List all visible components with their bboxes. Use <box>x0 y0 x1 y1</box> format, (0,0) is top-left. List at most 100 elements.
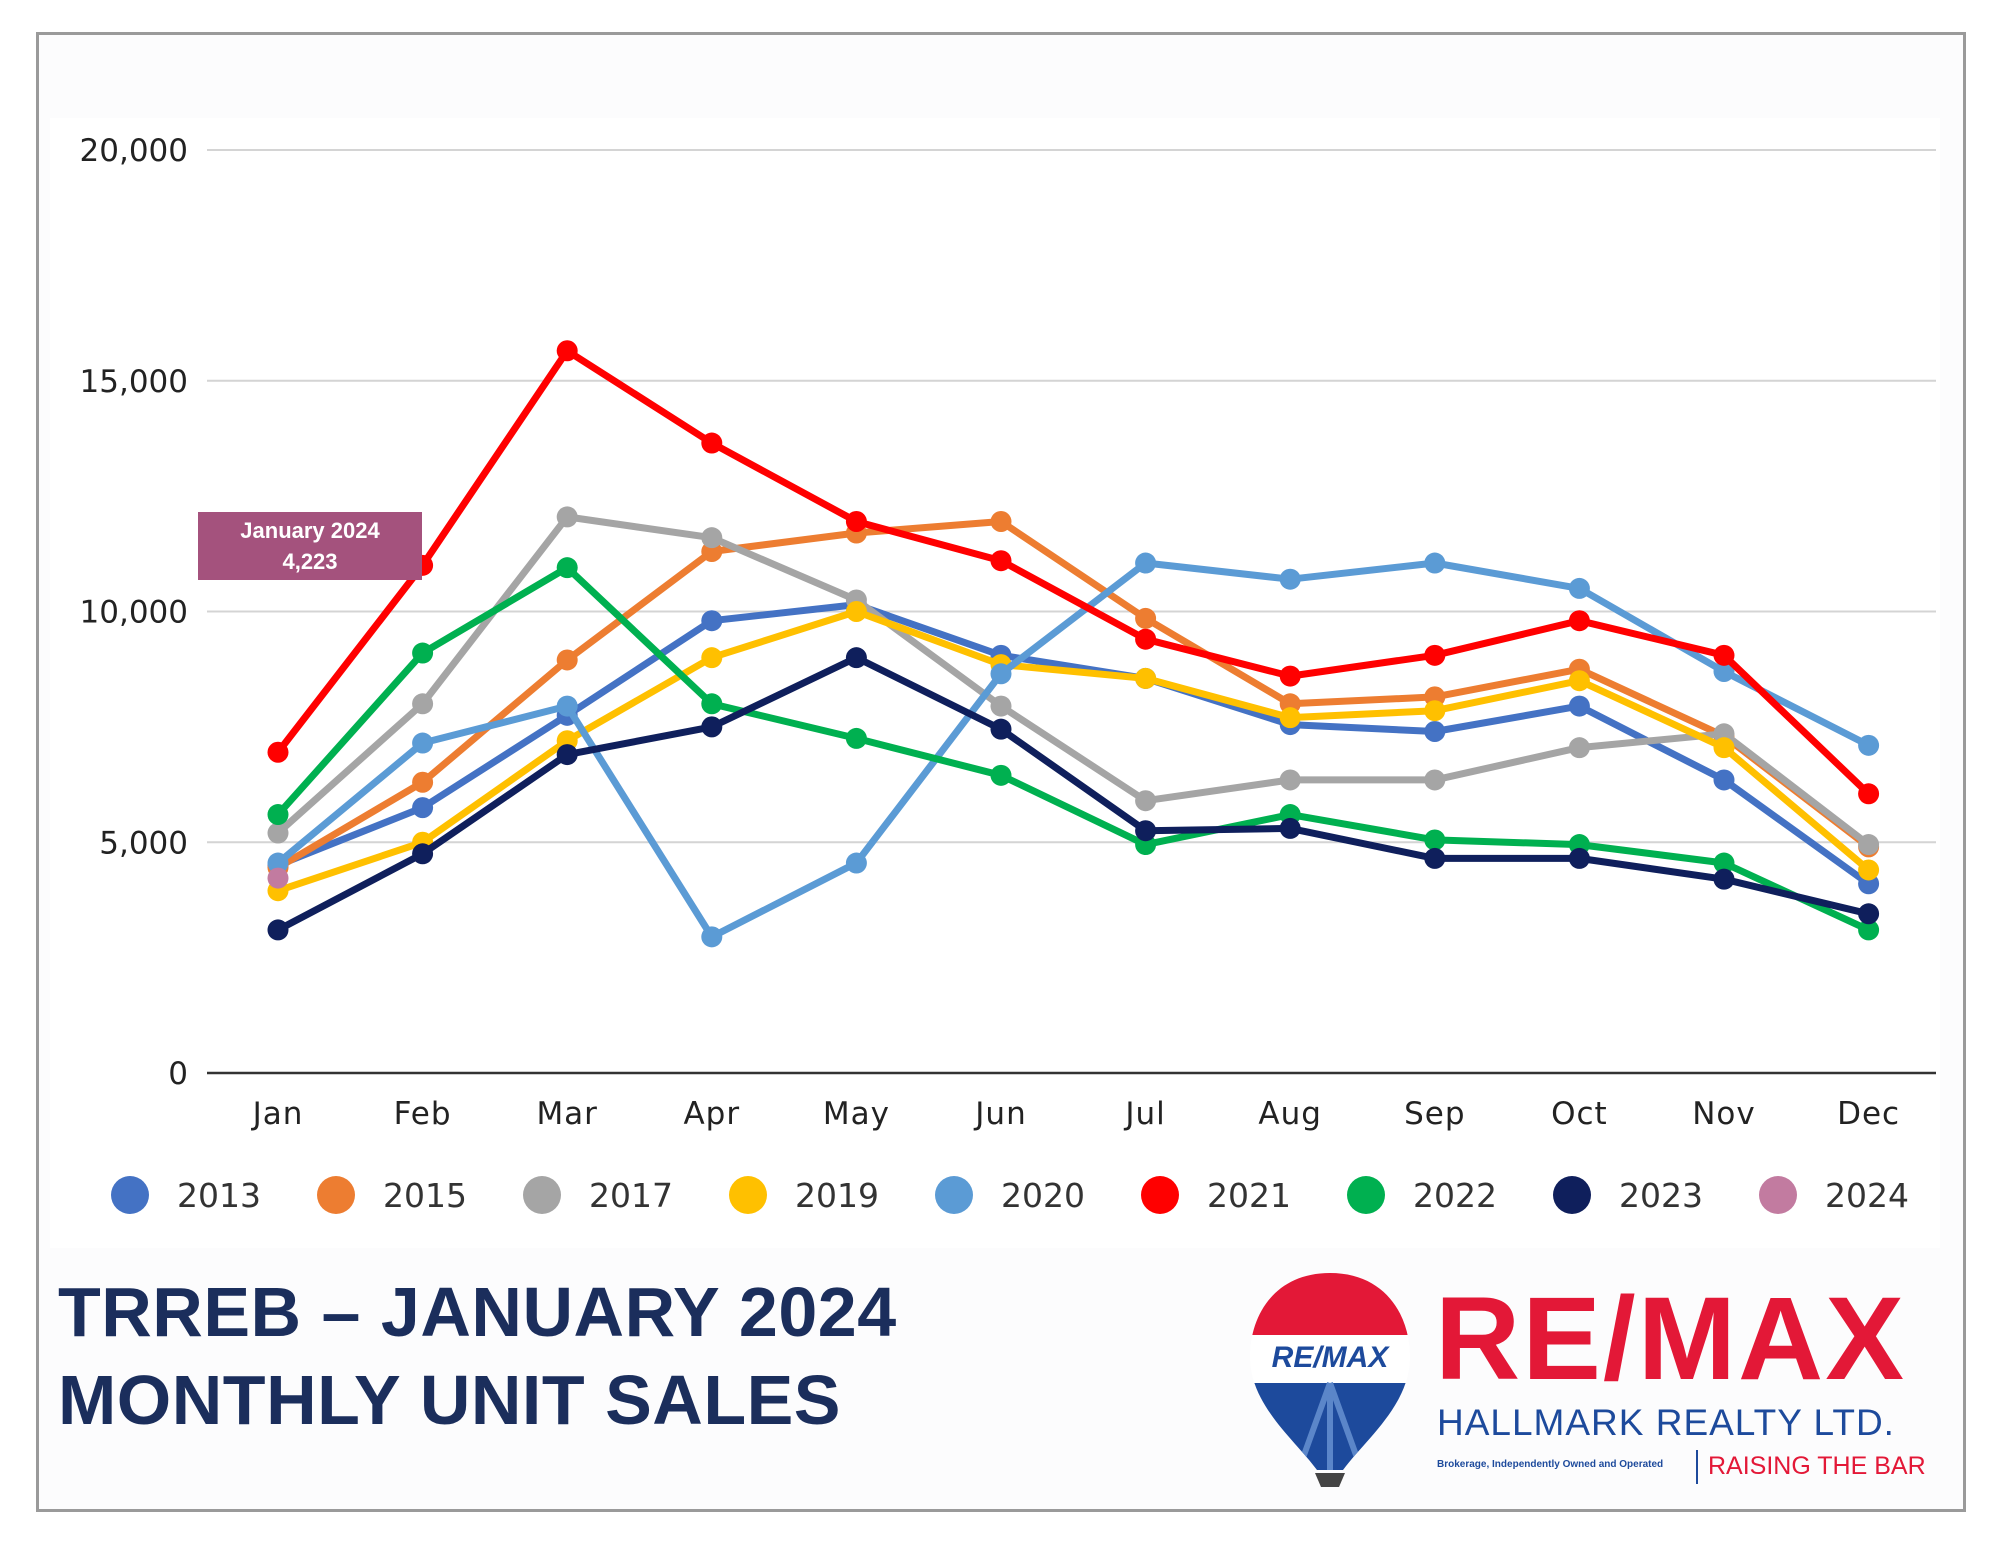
legend-label: 2024 <box>1825 1176 1909 1215</box>
data-point <box>412 732 434 754</box>
january-2024-callout: January 2024 4,223 <box>198 512 422 580</box>
data-point <box>1135 820 1157 842</box>
legend-label: 2013 <box>177 1176 261 1215</box>
data-point <box>701 647 723 669</box>
data-point <box>1568 847 1590 869</box>
legend-item-2013: 2013 <box>111 1176 261 1215</box>
legend-item-2017: 2017 <box>523 1176 673 1215</box>
data-point <box>267 804 289 826</box>
data-point <box>556 557 578 579</box>
x-tick-label: Jun <box>973 1096 1026 1132</box>
data-point <box>845 601 867 622</box>
data-point <box>1424 847 1446 869</box>
data-point <box>1713 660 1735 682</box>
x-tick-label: Apr <box>683 1096 740 1132</box>
data-point <box>990 764 1012 786</box>
y-tick-label: 0 <box>168 1056 188 1092</box>
legend-label: 2019 <box>795 1176 879 1215</box>
data-point <box>412 843 434 865</box>
legend-label: 2021 <box>1207 1176 1291 1215</box>
series-line <box>274 518 1873 872</box>
legend-item-2022: 2022 <box>1347 1176 1497 1215</box>
data-point <box>1568 610 1590 632</box>
series-2023 <box>267 647 1880 941</box>
data-point <box>701 926 723 948</box>
data-point <box>556 506 578 528</box>
data-point <box>556 340 578 362</box>
series-line <box>274 601 1873 888</box>
data-point <box>1135 552 1157 574</box>
data-point <box>990 663 1012 685</box>
data-point <box>990 718 1012 740</box>
data-point <box>1858 834 1880 856</box>
legend-label: 2015 <box>383 1176 467 1215</box>
data-point <box>845 852 867 874</box>
data-point <box>1568 670 1590 692</box>
legend-label: 2022 <box>1413 1176 1497 1215</box>
data-point <box>1424 769 1446 791</box>
data-point <box>1135 607 1157 629</box>
series-2024 <box>267 867 289 889</box>
data-point <box>1135 790 1157 812</box>
brand-subtitle: HALLMARK REALTY LTD. <box>1437 1402 1895 1443</box>
legend-item-2019: 2019 <box>729 1176 879 1215</box>
data-point <box>267 919 289 941</box>
data-point <box>1135 667 1157 689</box>
data-point <box>1713 644 1735 666</box>
data-point <box>990 550 1012 572</box>
data-point <box>267 822 289 844</box>
data-point <box>1279 665 1301 687</box>
x-tick-label: Oct <box>1551 1096 1608 1132</box>
data-point <box>1424 829 1446 851</box>
y-tick-label: 15,000 <box>80 364 188 400</box>
balloon-icon: RE/MAX <box>1250 1273 1410 1487</box>
data-point <box>1713 868 1735 890</box>
legend-marker <box>317 1176 355 1214</box>
title-line-2: MONTHLY UNIT SALES <box>58 1361 841 1439</box>
y-tick-label: 5,000 <box>99 825 188 861</box>
data-point <box>412 797 434 819</box>
legend-item-2023: 2023 <box>1553 1176 1703 1215</box>
data-point <box>1858 919 1880 941</box>
data-point <box>1424 700 1446 722</box>
legend-marker <box>1553 1176 1591 1214</box>
brand-divider <box>1696 1450 1698 1484</box>
series-2019 <box>267 601 1880 902</box>
data-point <box>267 852 289 874</box>
data-point <box>1279 817 1301 839</box>
x-tick-label: Jan <box>251 1096 304 1132</box>
data-point <box>990 511 1012 533</box>
brand-note: Brokerage, Independently Owned and Opera… <box>1437 1459 1664 1470</box>
data-point <box>412 642 434 664</box>
x-tick-label: May <box>823 1096 890 1132</box>
y-tick-label: 10,000 <box>80 595 188 631</box>
data-point <box>1279 707 1301 729</box>
data-point <box>267 741 289 763</box>
remax-logo: RE/MAX RE/MAX HALLMARK REALTY LTD. Broke… <box>1235 1265 1935 1495</box>
y-tick-label: 20,000 <box>80 133 188 169</box>
brand-name: RE/MAX <box>1435 1273 1906 1405</box>
data-point <box>1279 568 1301 590</box>
data-point <box>1858 903 1880 925</box>
legend-label: 2017 <box>589 1176 673 1215</box>
brand-tagline: RAISING THE BAR <box>1708 1452 1926 1480</box>
data-point <box>1858 783 1880 805</box>
series-2020 <box>267 552 1880 948</box>
data-point <box>845 647 867 669</box>
legend-marker <box>1759 1176 1797 1214</box>
data-point <box>1568 577 1590 599</box>
data-point <box>1568 737 1590 759</box>
series-line <box>274 347 1873 798</box>
x-tick-label: Dec <box>1837 1096 1900 1132</box>
data-point <box>1858 734 1880 756</box>
x-tick-label: Jul <box>1123 1096 1165 1132</box>
data-point <box>412 693 434 715</box>
data-point <box>1424 720 1446 742</box>
x-tick-label: Aug <box>1258 1096 1322 1132</box>
data-point <box>1135 628 1157 650</box>
data-point <box>1279 769 1301 791</box>
data-point <box>556 744 578 766</box>
balloon-text: RE/MAX <box>1272 1341 1391 1374</box>
series-line <box>274 513 1873 849</box>
